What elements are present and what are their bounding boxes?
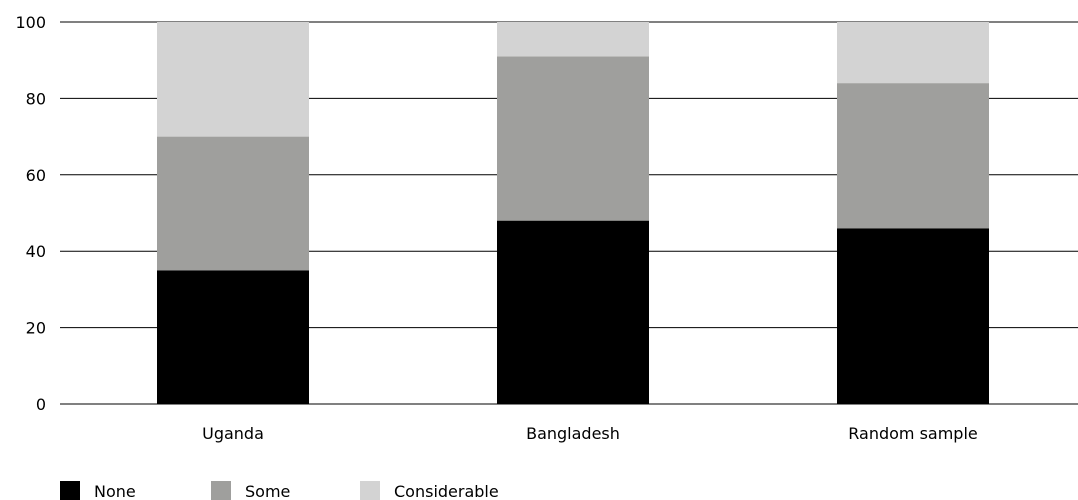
y-tick-label: 80 <box>26 89 46 108</box>
x-category-label: Bangladesh <box>526 424 620 443</box>
y-tick-label: 0 <box>36 395 46 414</box>
x-axis-category-labels: Uganda Bangladesh Random sample <box>202 424 978 443</box>
legend-swatch-some <box>211 481 231 500</box>
legend: None Some Considerable <box>60 481 499 500</box>
legend-label-some: Some <box>245 482 290 500</box>
bar-segment-none-random-sample <box>837 228 989 404</box>
x-category-label: Uganda <box>202 424 264 443</box>
y-tick-label: 40 <box>26 242 46 261</box>
bar-segment-some-random-sample <box>837 83 989 229</box>
legend-swatch-none <box>60 481 80 500</box>
y-tick-label: 20 <box>26 319 46 338</box>
y-axis-tick-labels: 0 20 40 60 80 100 <box>15 13 46 414</box>
bar-segment-considerable-uganda <box>157 22 309 137</box>
bar-segment-considerable-random-sample <box>837 22 989 84</box>
x-category-label: Random sample <box>848 424 978 443</box>
bar-segment-none-bangladesh <box>497 220 649 404</box>
y-tick-label: 100 <box>15 13 46 32</box>
bar-segment-considerable-bangladesh <box>497 22 649 57</box>
legend-swatch-considerable <box>360 481 380 500</box>
bar-segment-some-bangladesh <box>497 56 649 221</box>
y-tick-label: 60 <box>26 166 46 185</box>
bars <box>157 22 989 404</box>
bar-segment-none-uganda <box>157 270 309 404</box>
legend-label-none: None <box>94 482 136 500</box>
legend-label-considerable: Considerable <box>394 482 499 500</box>
bar-segment-some-uganda <box>157 136 309 271</box>
